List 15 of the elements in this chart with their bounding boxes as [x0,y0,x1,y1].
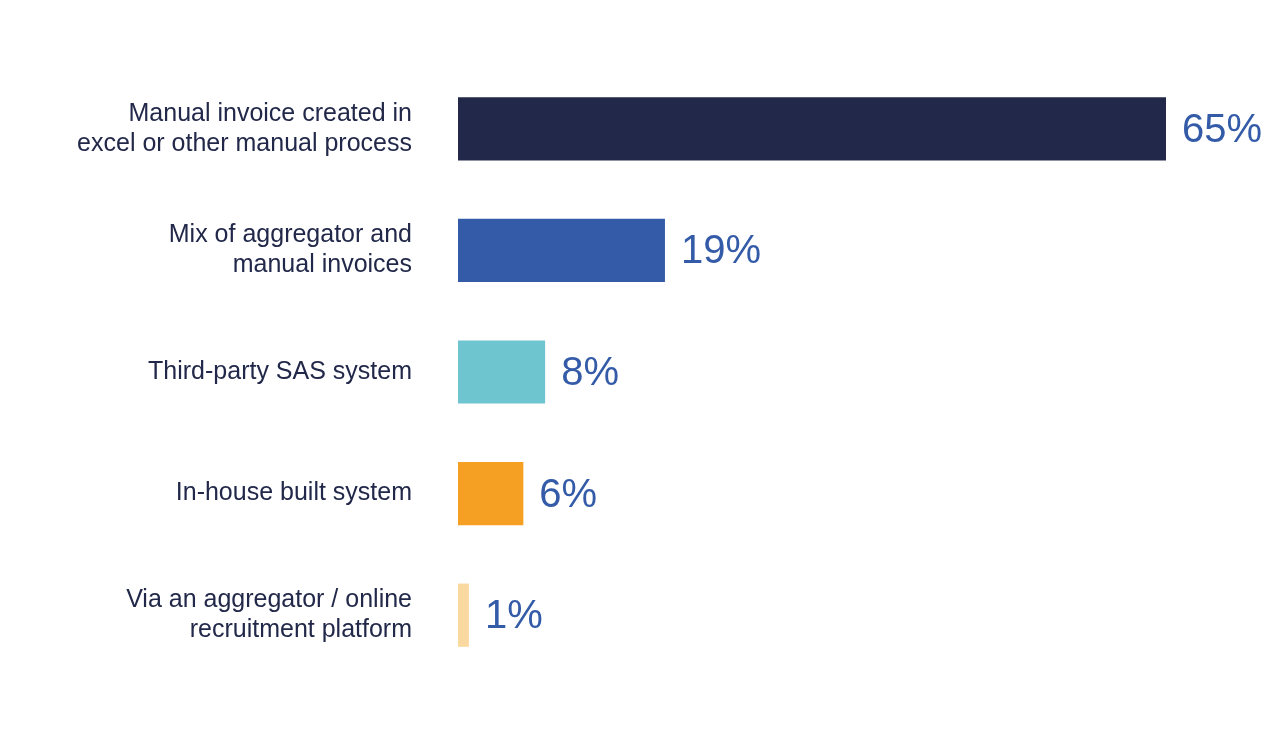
bar [458,97,1166,161]
data-label: 65% [1182,105,1263,150]
data-label: 1% [484,592,543,637]
data-label: 8% [561,349,619,394]
data-label: 6% [539,470,598,515]
y-tick-label: In-house built system [175,477,412,506]
bar [458,340,546,404]
y-tick-label: Via an aggregator / online recruitment platform [126,584,412,643]
y-tick-label: Manual invoice created in excel or other manual process [77,97,412,156]
bar [458,583,469,647]
y-tick-label: Mix of aggregator and manual invoices [168,219,412,278]
y-tick-label: Third-party SAS system [148,355,412,384]
data-label: 19% [680,227,762,272]
bar [458,218,665,283]
bar [458,461,524,526]
